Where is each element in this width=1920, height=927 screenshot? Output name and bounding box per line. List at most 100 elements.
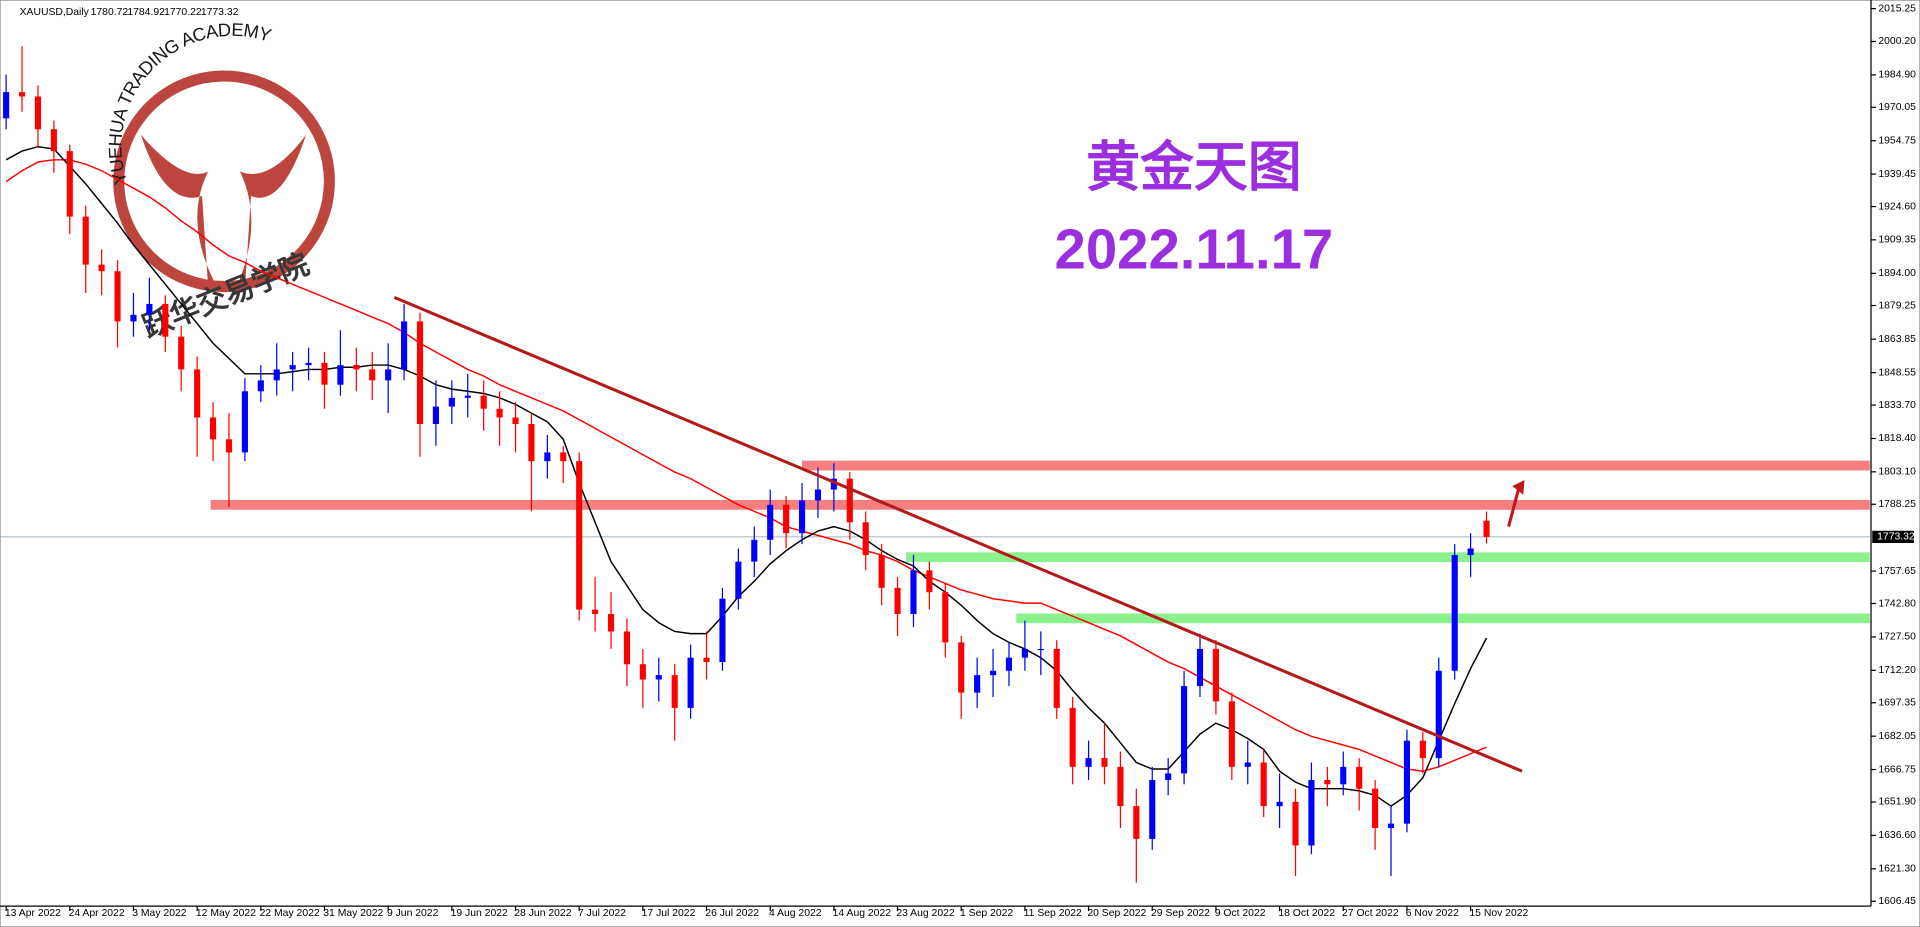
candle-body [178,336,185,370]
candle-body [1467,548,1474,556]
candle-body [1133,806,1140,839]
candle-body [385,369,392,381]
y-tick-label: 1939.45 [1878,169,1916,180]
candle-body [592,609,599,615]
heading: 黄金天图 [1086,135,1301,199]
candle-body [162,303,169,337]
candle-body [480,395,487,409]
candle-body [1419,740,1426,759]
date-label: 2022.11.17 [1055,217,1334,280]
candle-body [528,424,535,462]
x-tick-label: 19 Jun 2022 [451,908,508,919]
y-tick-label: 1924.60 [1878,201,1916,212]
candle-body [926,570,933,593]
candle-body [98,264,105,272]
candle-body [448,397,455,407]
candle-body [1308,779,1315,846]
candle-body [767,504,774,540]
candle-body [974,675,981,693]
y-tick-label: 1879.25 [1878,300,1916,311]
candle-body [990,670,997,676]
y-tick-label: 1803.10 [1878,467,1916,478]
candle-body [544,452,551,462]
zone [906,552,1870,563]
candle-body [337,365,344,385]
candle-body [321,362,328,385]
candle-body [719,598,726,663]
candle-body [703,657,710,663]
candle-body [1228,701,1235,767]
x-tick-label: 7 Jul 2022 [578,908,626,919]
trendline [393,295,1523,773]
symbol: XAUUSD,Daily [20,7,90,18]
candle-body [1101,758,1108,767]
candle-body [1372,788,1379,828]
candle-body [798,500,806,534]
y-tick-label: 2015.25 [1878,3,1916,14]
candle-body [1292,801,1299,846]
zone [1016,613,1870,624]
x-tick-label: 23 Aug 2022 [896,908,955,919]
candle-body [1244,762,1251,767]
candle-body [639,664,646,680]
candle-body [210,417,217,440]
candle-body [894,587,901,615]
y-tick-label: 1848.55 [1878,367,1916,378]
candle-body [225,439,233,453]
candle-body [66,151,73,217]
y-tick-label: 2000.20 [1878,36,1916,47]
candle-body [687,657,694,708]
candle-body [576,461,583,610]
x-tick-label: 31 May 2022 [323,908,383,919]
candle-body [1435,670,1442,759]
candle-body [50,129,57,152]
y-tick-label: 1712.20 [1878,665,1916,676]
candle-body [846,478,853,523]
y-tick-label: 1621.30 [1878,864,1916,875]
candle-body [82,216,89,265]
x-tick-label: 29 Sep 2022 [1151,908,1210,919]
x-tick-label: 26 Jul 2022 [705,908,759,919]
candle-body [194,369,201,418]
y-tick-label: 1636.60 [1878,830,1916,841]
x-tick-label: 9 Jun 2022 [387,908,439,919]
candle-body [862,522,869,556]
candle-body [671,675,678,708]
y-tick-label: 1697.35 [1878,698,1916,709]
candle-body [512,417,519,425]
candle-body [814,489,822,501]
candle-body [1324,779,1331,785]
candle-body [34,96,42,130]
candle-body [353,365,360,370]
x-tick-label: 17 Jul 2022 [642,908,696,919]
candle-body [1212,648,1219,702]
ohlc-high: 1784.92 [127,7,165,18]
candle-body [1069,707,1076,767]
candle-body [18,92,26,97]
x-tick-label: 12 May 2022 [196,908,256,919]
x-tick-label: 20 Sep 2022 [1087,908,1146,919]
y-tick-label: 1863.85 [1878,334,1916,345]
candle-body [1053,648,1060,708]
ohlc-open: 1780.72 [91,7,129,18]
candle-body [830,478,837,490]
candle-body [623,631,630,665]
candle-body [257,380,264,392]
y-tick-label: 1727.50 [1878,632,1916,643]
y-tick-label: 1818.40 [1878,433,1916,444]
candle-body [958,642,965,693]
candle-body [560,452,567,462]
y-tick-label: 1788.25 [1878,499,1916,510]
y-tick-label: 1833.70 [1878,400,1916,411]
candle-body [130,314,137,322]
candle-body [1165,773,1172,780]
candle-body [1037,648,1044,651]
ma-slow [5,159,1487,772]
candle-body [655,675,662,680]
x-tick-label: 22 May 2022 [260,908,320,919]
candle-body [114,271,121,322]
zone [802,460,1870,471]
y-tick-label: 1970.05 [1878,102,1916,113]
zone [210,499,1870,510]
candle-body [1196,648,1204,687]
